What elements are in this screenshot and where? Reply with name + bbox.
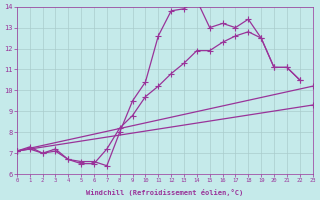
X-axis label: Windchill (Refroidissement éolien,°C): Windchill (Refroidissement éolien,°C) [86, 189, 243, 196]
